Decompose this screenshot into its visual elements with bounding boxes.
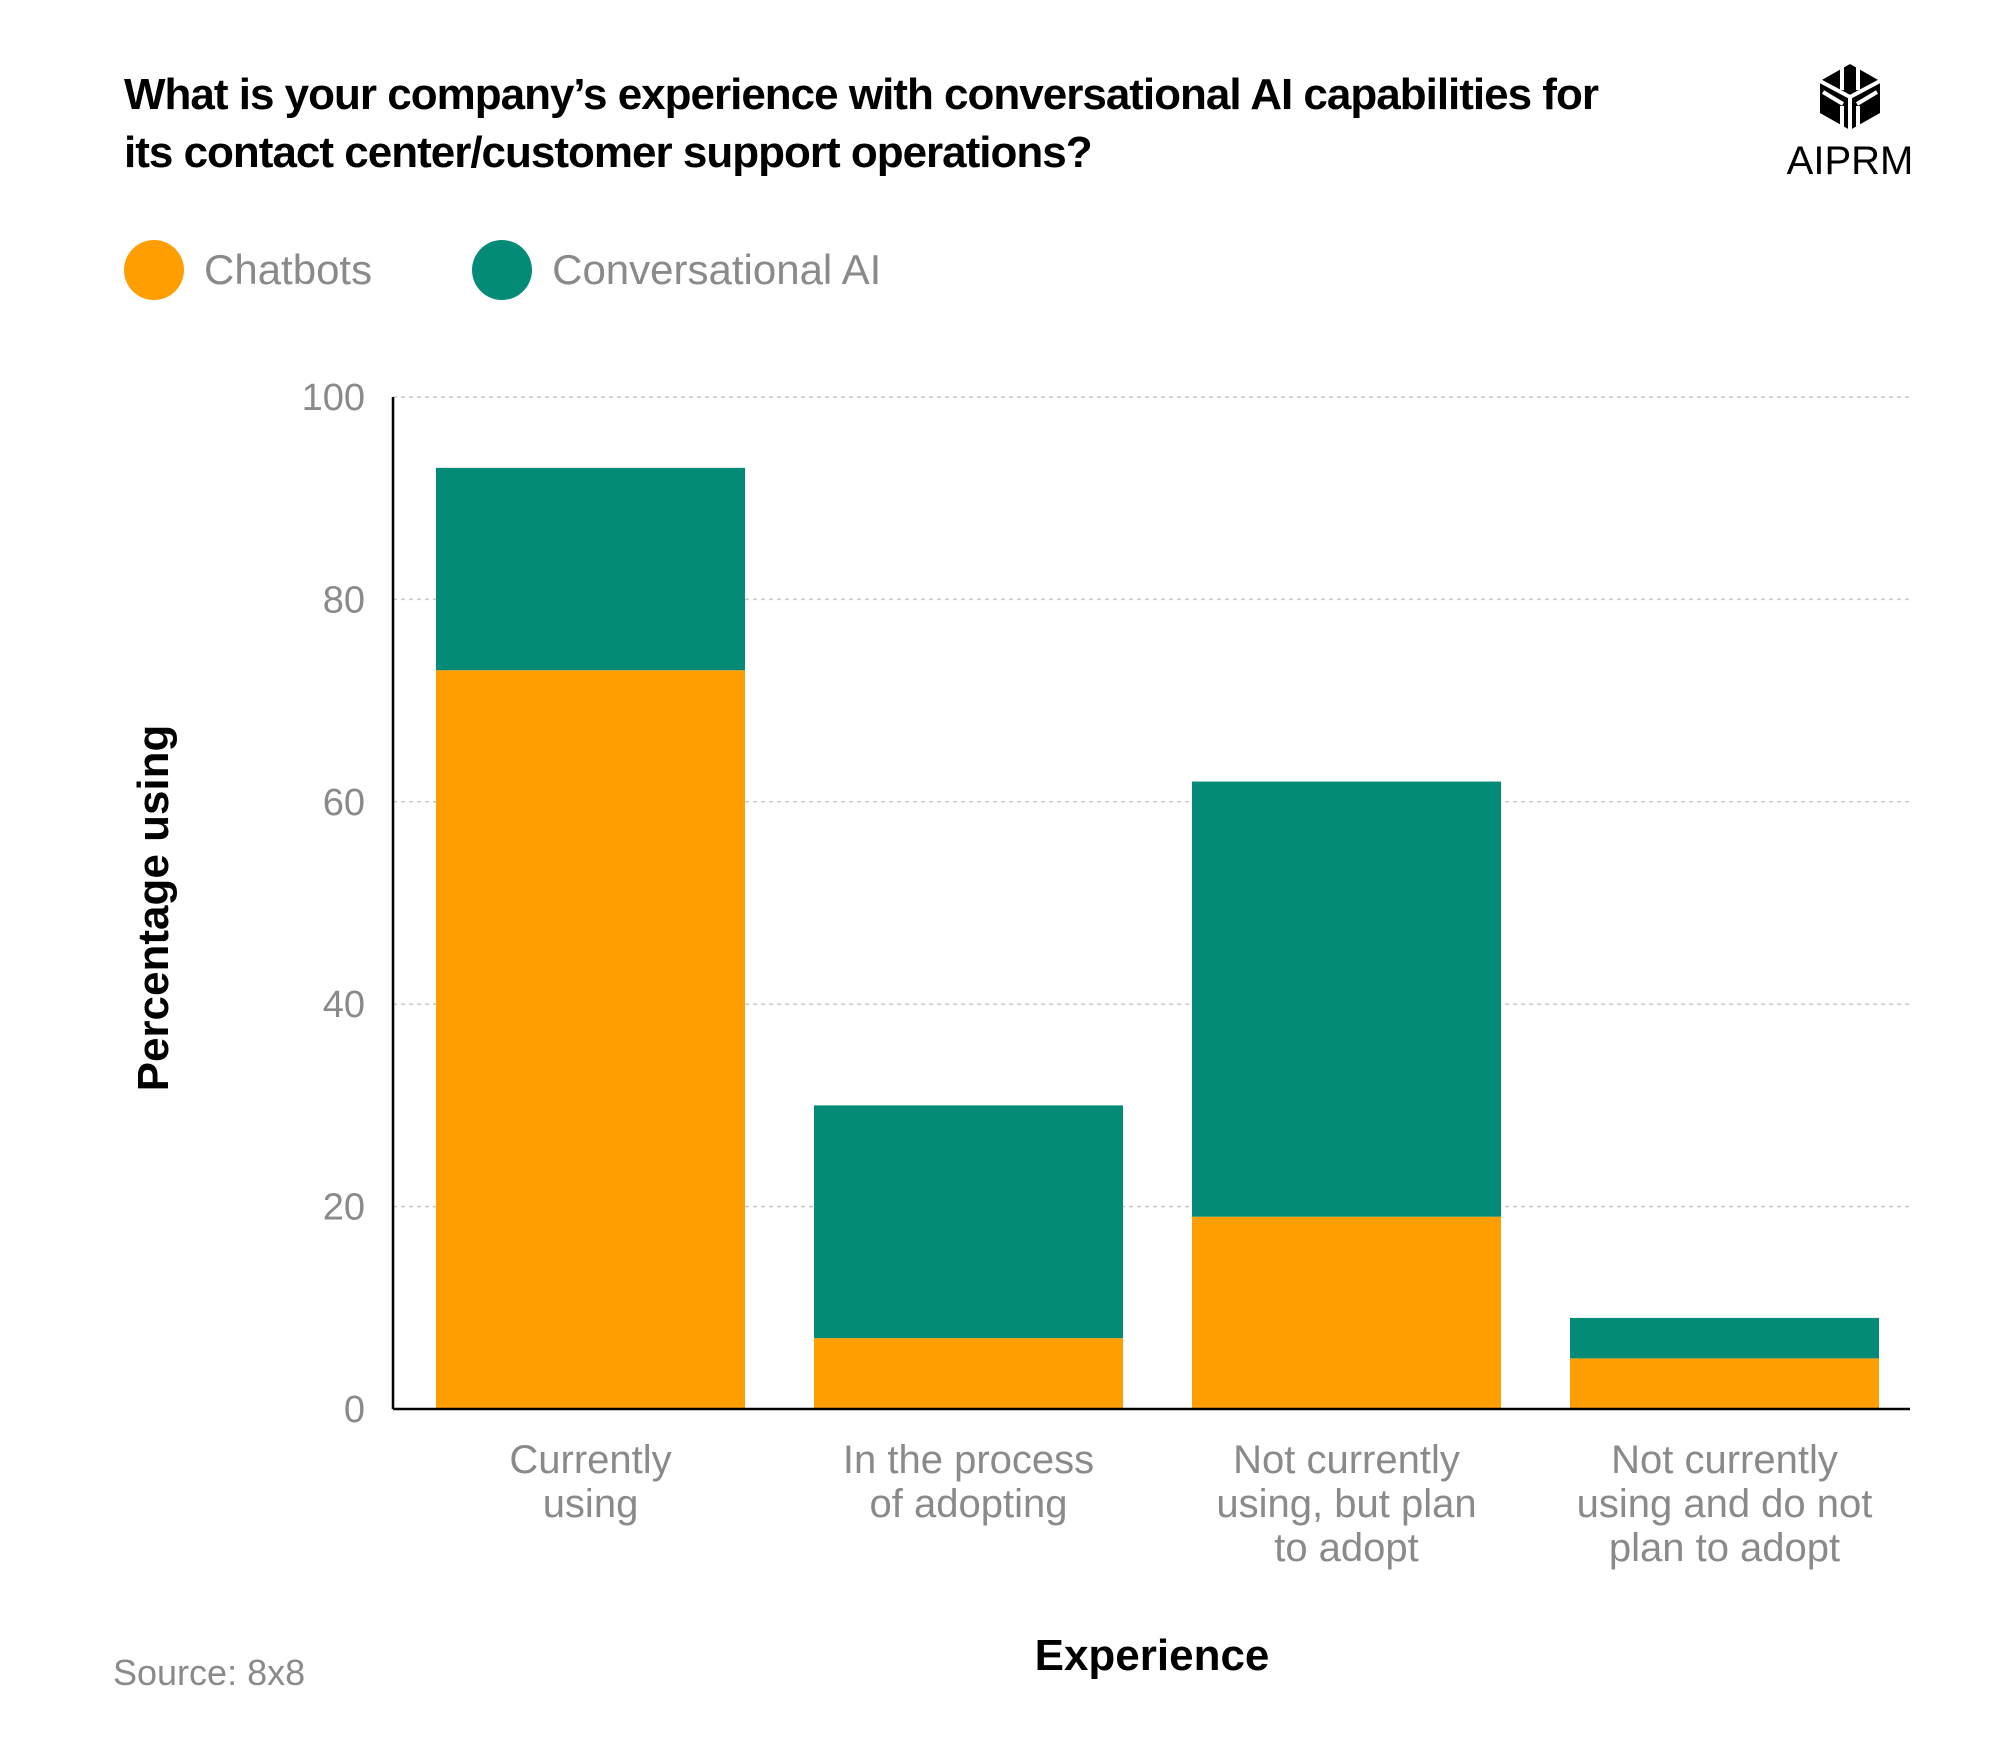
bar-chatbots	[1192, 1216, 1501, 1409]
x-tick-label: plan to adopt	[1609, 1526, 1840, 1570]
x-tick-label: using, but plan	[1216, 1482, 1476, 1526]
legend: Chatbots Conversational AI	[124, 240, 981, 300]
y-tick-label: 60	[323, 782, 365, 824]
y-tick-label: 20	[323, 1187, 365, 1229]
y-tick-label: 100	[302, 377, 365, 419]
legend-swatch-conversational-ai	[472, 240, 533, 300]
y-tick-label: 0	[344, 1389, 365, 1431]
x-tick-label: In the process	[843, 1438, 1094, 1482]
x-tick-label: using and do not	[1577, 1482, 1873, 1526]
aiprm-logo-text: AIPRM	[1786, 139, 1914, 183]
legend-item-conversational-ai: Conversational AI	[472, 240, 881, 300]
aiprm-logo-icon	[1819, 64, 1881, 130]
source-note: Source: 8x8	[113, 1652, 306, 1693]
x-tick-label: to adopt	[1274, 1526, 1419, 1570]
x-tick-label: Currently	[509, 1438, 671, 1482]
x-tick-label: using	[543, 1482, 639, 1526]
x-tick-label: Not currently	[1611, 1438, 1838, 1482]
bar-conversational-ai	[1192, 781, 1501, 1217]
bar-conversational-ai	[436, 467, 745, 671]
x-tick-label: of adopting	[870, 1482, 1068, 1526]
y-tick-label: 40	[323, 984, 365, 1026]
bar-conversational-ai	[1570, 1317, 1879, 1359]
legend-label-chatbots: Chatbots	[204, 246, 373, 293]
y-axis-title: Percentage using	[129, 725, 178, 1092]
bar-chatbots	[436, 670, 745, 1409]
x-axis-title: Experience	[1035, 1631, 1270, 1680]
bar-chatbots	[814, 1338, 1123, 1409]
bar-chatbots	[1570, 1358, 1879, 1409]
legend-label-conversational-ai: Conversational AI	[552, 246, 882, 293]
aiprm-logo: AIPRM	[1780, 62, 1920, 184]
legend-item-chatbots: Chatbots	[124, 240, 372, 300]
legend-swatch-chatbots	[124, 240, 184, 300]
y-tick-label: 80	[323, 579, 365, 621]
x-tick-label: Not currently	[1233, 1438, 1460, 1482]
chart-title: What is your company’s experience with c…	[124, 70, 1599, 177]
bar-conversational-ai	[814, 1105, 1123, 1339]
